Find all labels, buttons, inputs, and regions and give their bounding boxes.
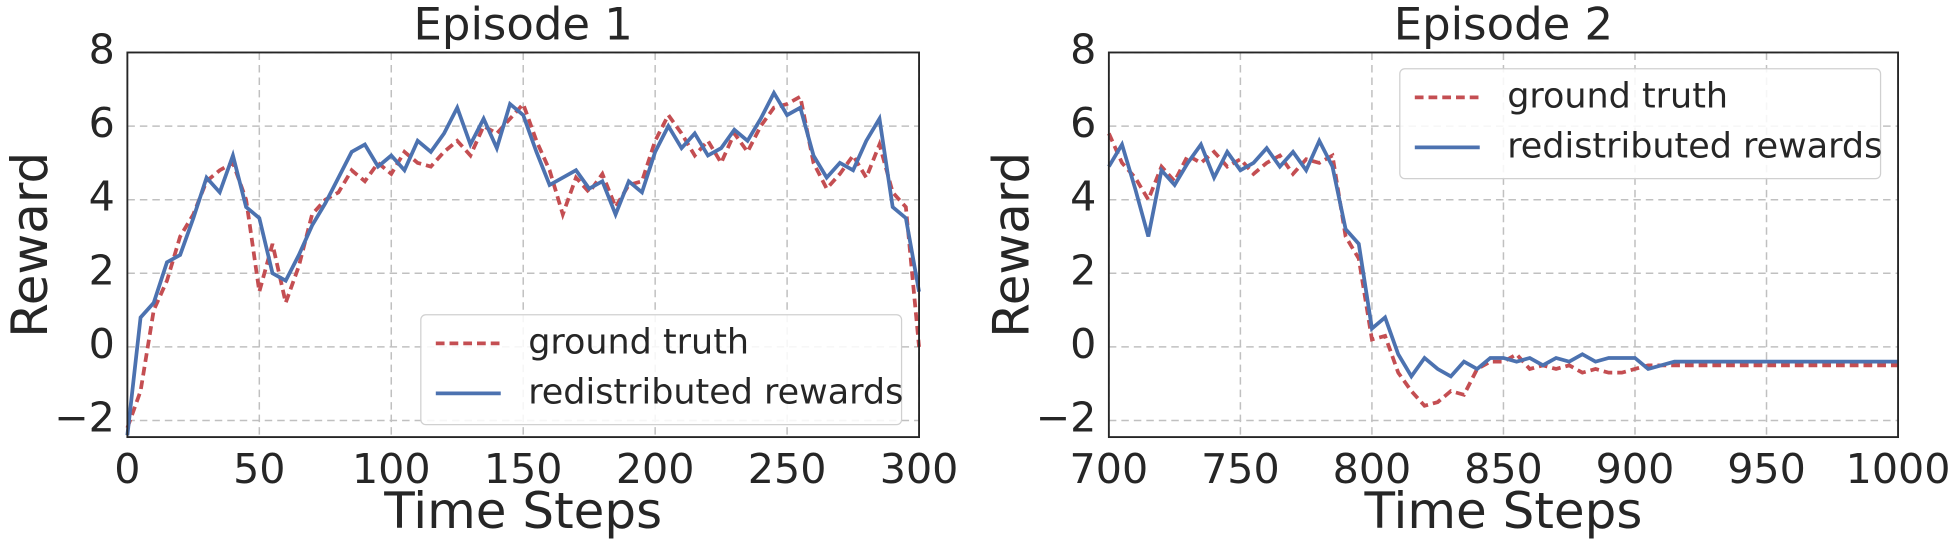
x-axis-label: Time Steps	[1364, 482, 1643, 540]
x-tick-label: 50	[233, 445, 285, 493]
plot-frame	[1107, 51, 1899, 439]
y-tick-label: 2	[89, 246, 115, 294]
x-tick-label: 750	[1201, 445, 1280, 493]
legend-label: redistributed rewards	[528, 372, 903, 412]
y-tick-label: 2	[1070, 246, 1096, 294]
legend: ground truth redistributed rewards	[420, 314, 903, 426]
chart-title: Episode 2	[1394, 0, 1613, 51]
x-axis-label: Time Steps	[383, 482, 662, 540]
x-tick-label: 700	[1070, 445, 1149, 493]
legend: ground truth redistributed rewards	[1399, 68, 1882, 180]
data-line	[125, 89, 921, 436]
y-tick-label: 8	[89, 25, 115, 73]
data-line	[125, 93, 921, 429]
y-tick-label: 4	[1070, 173, 1096, 221]
legend-label: redistributed rewards	[1507, 126, 1882, 166]
plot-frame	[126, 51, 920, 439]
legend-box	[1399, 68, 1882, 180]
y-axis-label: Reward	[983, 152, 1041, 338]
x-tick-label: 1000	[1846, 445, 1948, 493]
x-tick-label: 850	[1464, 445, 1543, 493]
x-tick-label: 150	[484, 445, 563, 493]
x-tick-label: 950	[1727, 445, 1806, 493]
x-tick-label: 900	[1596, 445, 1675, 493]
y-tick-label: 4	[89, 173, 115, 221]
y-tick-label: 6	[1070, 99, 1096, 147]
x-tick-label: 200	[616, 445, 695, 493]
y-tick-label: 8	[1070, 25, 1096, 73]
data-line	[1107, 136, 1899, 380]
x-tick-label: 100	[352, 445, 431, 493]
legend-label: ground truth	[528, 322, 749, 362]
x-tick-label: 250	[748, 445, 827, 493]
legend-box	[420, 314, 903, 426]
y-axis-label: Reward	[1, 152, 59, 338]
y-tick-label: 6	[89, 99, 115, 147]
x-tick-label: 300	[880, 445, 959, 493]
y-tick-label: 0	[1070, 320, 1096, 368]
x-tick-label: 800	[1333, 445, 1412, 493]
chart-title: Episode 1	[414, 0, 633, 51]
legend-label: ground truth	[1507, 76, 1728, 116]
y-tick-label: −2	[54, 394, 115, 442]
x-tick-label: 0	[114, 445, 140, 493]
y-tick-label: 0	[89, 320, 115, 368]
y-tick-label: −2	[1036, 394, 1097, 442]
